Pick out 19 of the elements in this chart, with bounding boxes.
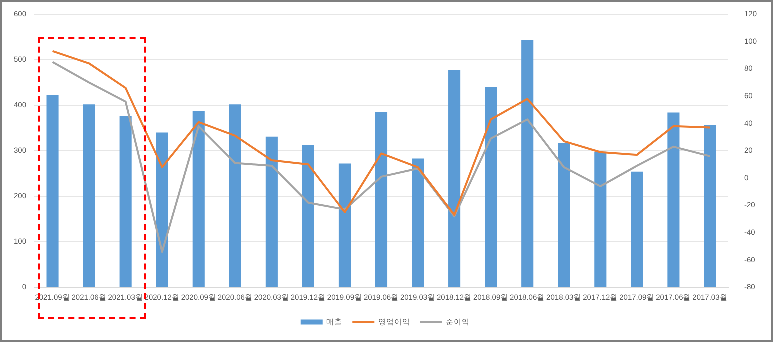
bar (704, 125, 716, 287)
bar (412, 158, 424, 287)
bar (83, 104, 96, 287)
bar (522, 40, 534, 287)
bar (558, 143, 570, 287)
bar (46, 95, 59, 287)
bar (120, 116, 132, 287)
bar (375, 112, 388, 287)
bar (448, 70, 461, 287)
bar (302, 146, 314, 287)
bar (668, 112, 680, 287)
bar (156, 132, 168, 287)
bar (594, 152, 607, 287)
bar (192, 111, 205, 287)
bar (631, 172, 644, 287)
bar (485, 87, 498, 287)
bar (338, 164, 351, 287)
bar (266, 136, 278, 287)
bar (229, 104, 242, 287)
